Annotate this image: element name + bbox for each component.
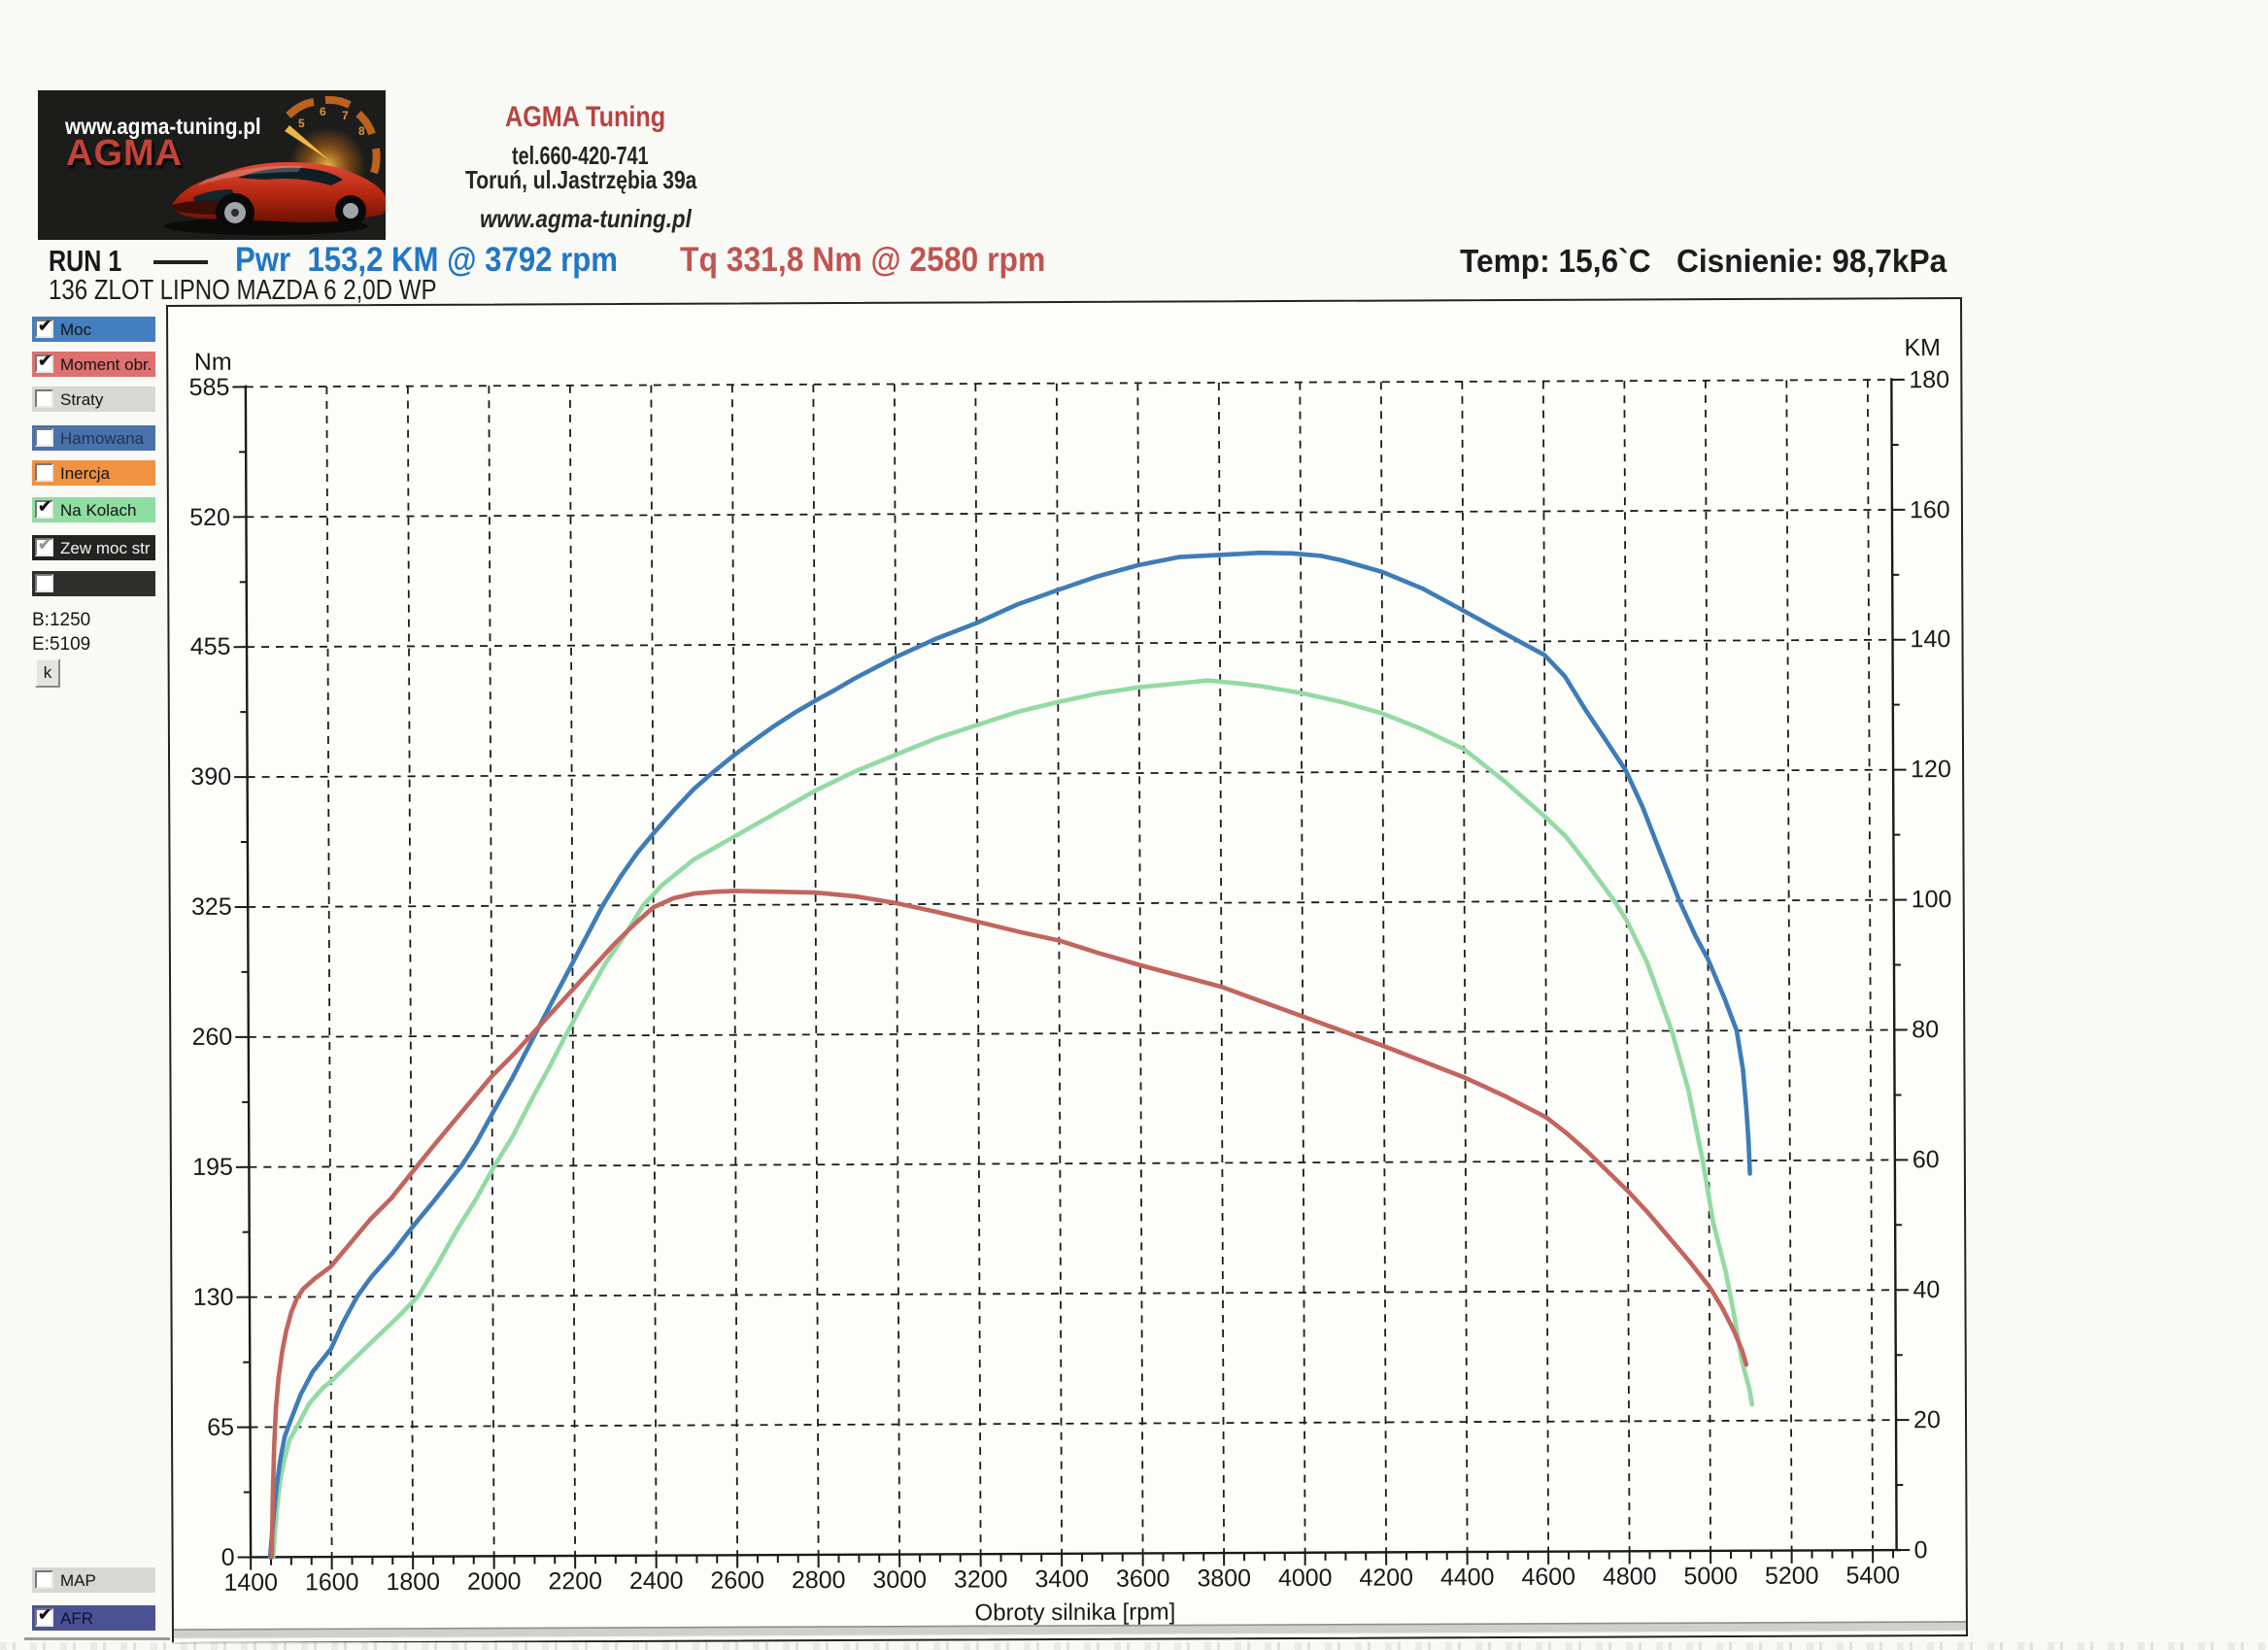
svg-text:455: 455 bbox=[190, 633, 231, 660]
svg-text:140: 140 bbox=[1910, 625, 1950, 653]
svg-text:390: 390 bbox=[190, 763, 231, 791]
svg-text:40: 40 bbox=[1913, 1276, 1940, 1303]
svg-text:0: 0 bbox=[221, 1544, 235, 1571]
svg-text:2800: 2800 bbox=[792, 1566, 846, 1594]
svg-text:1400: 1400 bbox=[223, 1569, 278, 1597]
svg-text:2000: 2000 bbox=[467, 1567, 522, 1595]
svg-text:3800: 3800 bbox=[1197, 1565, 1251, 1592]
svg-text:180: 180 bbox=[1909, 366, 1949, 393]
svg-text:6: 6 bbox=[320, 105, 326, 118]
svg-text:1600: 1600 bbox=[305, 1568, 359, 1596]
svg-text:3200: 3200 bbox=[954, 1566, 1008, 1593]
svg-text:3400: 3400 bbox=[1034, 1566, 1089, 1593]
svg-text:1800: 1800 bbox=[386, 1568, 440, 1596]
svg-text:Nm: Nm bbox=[194, 349, 232, 376]
svg-text:520: 520 bbox=[189, 504, 230, 531]
svg-text:4800: 4800 bbox=[1603, 1563, 1657, 1590]
svg-text:3600: 3600 bbox=[1116, 1566, 1170, 1593]
svg-text:20: 20 bbox=[1913, 1406, 1941, 1433]
svg-text:585: 585 bbox=[189, 374, 230, 401]
svg-text:2400: 2400 bbox=[629, 1567, 684, 1595]
svg-text:160: 160 bbox=[1910, 496, 1950, 523]
svg-text:5400: 5400 bbox=[1845, 1562, 1900, 1589]
svg-text:0: 0 bbox=[1914, 1536, 1928, 1564]
svg-text:260: 260 bbox=[192, 1024, 233, 1051]
svg-text:325: 325 bbox=[191, 893, 232, 921]
svg-text:195: 195 bbox=[192, 1154, 233, 1181]
svg-text:4200: 4200 bbox=[1359, 1564, 1413, 1591]
svg-text:100: 100 bbox=[1912, 886, 1952, 913]
svg-text:KM: KM bbox=[1904, 334, 1941, 361]
svg-text:65: 65 bbox=[207, 1414, 234, 1441]
svg-text:5200: 5200 bbox=[1765, 1563, 1819, 1590]
svg-text:2200: 2200 bbox=[548, 1567, 602, 1595]
svg-text:130: 130 bbox=[193, 1284, 234, 1311]
svg-text:60: 60 bbox=[1913, 1146, 1940, 1173]
svg-text:5000: 5000 bbox=[1683, 1563, 1738, 1590]
svg-text:4600: 4600 bbox=[1521, 1564, 1575, 1591]
svg-text:80: 80 bbox=[1912, 1016, 1939, 1043]
svg-text:7: 7 bbox=[342, 109, 349, 122]
svg-text:120: 120 bbox=[1911, 756, 1951, 783]
svg-text:Obroty silnika [rpm]: Obroty silnika [rpm] bbox=[974, 1599, 1175, 1627]
svg-text:5: 5 bbox=[298, 117, 305, 130]
svg-text:8: 8 bbox=[358, 124, 365, 138]
svg-text:4400: 4400 bbox=[1440, 1564, 1495, 1591]
svg-text:2600: 2600 bbox=[710, 1566, 764, 1594]
svg-text:4000: 4000 bbox=[1278, 1565, 1333, 1592]
svg-text:3000: 3000 bbox=[872, 1566, 927, 1594]
